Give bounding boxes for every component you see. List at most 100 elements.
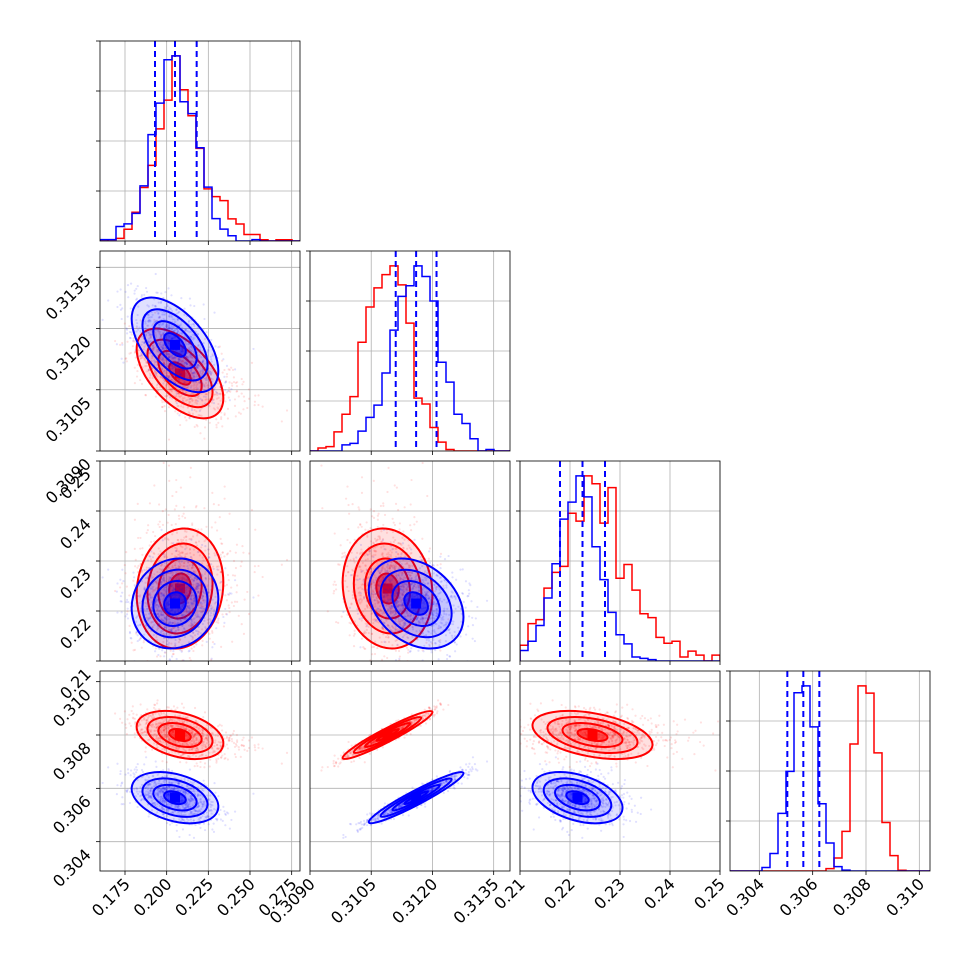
scatter-point <box>145 531 148 534</box>
scatter-point <box>171 357 174 360</box>
scatter-point <box>393 567 396 571</box>
scatter-point <box>261 575 264 579</box>
scatter-point <box>167 406 171 409</box>
scatter-point <box>399 570 402 573</box>
scatter-point <box>401 608 404 611</box>
scatter-point <box>742 726 744 728</box>
scatter-point <box>428 547 432 550</box>
scatter-point <box>161 613 165 616</box>
scatter-point <box>650 728 653 731</box>
scatter-point <box>196 590 200 594</box>
scatter-point <box>171 378 174 381</box>
scatter-point <box>321 766 324 769</box>
scatter-point <box>195 384 198 387</box>
scatter-point <box>372 595 375 599</box>
scatter-point <box>146 529 149 532</box>
scatter-point <box>182 359 185 362</box>
scatter-point <box>145 361 148 364</box>
scatter-point <box>198 370 202 374</box>
scatter-point <box>181 385 184 388</box>
scatter-point <box>133 351 137 354</box>
scatter-point <box>394 618 397 621</box>
scatter-point <box>194 584 198 587</box>
scatter-point <box>139 637 142 640</box>
scatter-point <box>155 638 159 642</box>
scatter-point <box>168 352 171 355</box>
scatter-point <box>407 648 410 652</box>
scatter-point <box>233 600 237 603</box>
scatter-point <box>243 598 246 601</box>
scatter-point <box>162 362 165 365</box>
scatter-point <box>145 370 148 373</box>
scatter-point <box>223 485 226 488</box>
scatter-point <box>188 417 191 420</box>
scatter-point <box>229 550 232 553</box>
scatter-point <box>140 357 143 360</box>
scatter-point <box>135 375 139 378</box>
scatter-point <box>154 647 157 650</box>
scatter-point <box>220 352 223 355</box>
scatter-point <box>155 702 159 705</box>
scatter-point <box>428 708 432 711</box>
scatter-point <box>181 399 184 402</box>
scatter-point <box>230 366 233 369</box>
scatter-point <box>172 359 175 362</box>
scatter-point <box>373 549 376 552</box>
scatter-point <box>231 640 234 643</box>
scatter-point <box>205 393 209 396</box>
scatter-point <box>442 708 445 711</box>
scatter-point <box>366 605 369 608</box>
scatter-point <box>205 458 207 460</box>
scatter-point <box>142 641 145 644</box>
scatter-point <box>670 747 673 750</box>
scatter-point <box>191 578 194 581</box>
scatter-point <box>420 558 424 562</box>
scatter-point <box>409 613 412 617</box>
scatter-point <box>241 383 244 386</box>
scatter-point <box>125 360 128 363</box>
scatter-point <box>370 570 373 573</box>
scatter-point <box>383 567 386 570</box>
scatter-point <box>333 754 336 757</box>
scatter-point <box>179 360 182 363</box>
scatter-point <box>231 574 235 577</box>
scatter-point <box>233 745 237 749</box>
scatter-point <box>169 577 172 580</box>
scatter-point <box>389 570 392 573</box>
scatter-point <box>172 705 176 708</box>
scatter-point <box>373 599 376 602</box>
scatter-point <box>378 536 381 539</box>
scatter-point <box>162 640 165 644</box>
scatter-point <box>174 564 177 567</box>
scatter-point <box>197 630 200 634</box>
scatter-point <box>233 404 237 407</box>
scatter-point <box>196 615 199 618</box>
scatter-point <box>193 387 196 390</box>
scatter-point <box>157 708 160 711</box>
scatter-point <box>173 380 176 383</box>
scatter-point <box>140 646 143 649</box>
scatter-point <box>181 359 184 363</box>
scatter-point <box>172 357 175 360</box>
scatter-point <box>138 601 141 605</box>
scatter-point <box>160 358 163 361</box>
scatter-point <box>183 416 187 419</box>
scatter-point <box>204 570 207 574</box>
scatter-point <box>166 622 169 625</box>
scatter-point <box>368 573 371 576</box>
scatter-point <box>207 552 211 555</box>
scatter-point <box>154 581 158 584</box>
scatter-point <box>192 553 195 556</box>
scatter-point <box>189 396 192 400</box>
scatter-point <box>257 594 260 597</box>
scatter-point <box>370 612 373 616</box>
scatter-point <box>398 528 401 531</box>
scatter-point <box>285 751 289 754</box>
scatter-point <box>185 535 188 538</box>
scatter-point <box>394 603 397 606</box>
scatter-point <box>186 552 189 555</box>
scatter-point <box>145 361 148 364</box>
scatter-point <box>220 756 223 759</box>
scatter-point <box>134 340 137 343</box>
scatter-point <box>183 516 187 519</box>
